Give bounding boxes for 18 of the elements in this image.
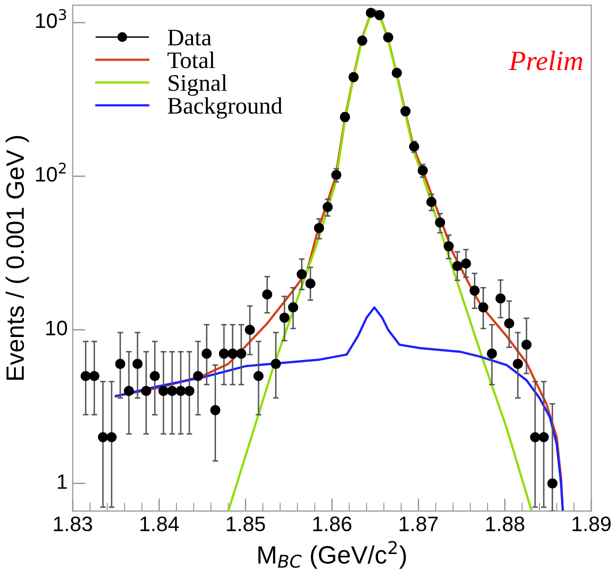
legend-label: Total [168, 52, 215, 68]
x-tick-label: 1.88 [486, 516, 524, 532]
x-tick-label: 1.83 [54, 516, 92, 532]
x-tick-label: 1.86 [313, 516, 352, 532]
y-tick-label: 10$^{3}$ [36, 9, 66, 28]
x-tick-label: 1.89 [572, 516, 611, 532]
x-tick-label: 1.85 [226, 516, 265, 532]
y-axis-title: Events / ( 0.001 GeV ) [6, 136, 29, 380]
legend-label: Background [168, 97, 282, 119]
legend-label: Signal [168, 74, 228, 96]
y-tick-label: 10$^{2}$ [36, 162, 66, 182]
x-axis-title: M$_{BC}$ (GeV/c$^{2}$) [258, 540, 406, 569]
x-tick-label: 1.84 [140, 516, 179, 532]
annotation: Prelim [508, 50, 582, 70]
y-tick-label: 10 [46, 320, 68, 336]
x-tick-label: 1.87 [400, 516, 438, 532]
legend-label: Data [168, 30, 212, 46]
y-tick-label: 1 [58, 474, 67, 489]
